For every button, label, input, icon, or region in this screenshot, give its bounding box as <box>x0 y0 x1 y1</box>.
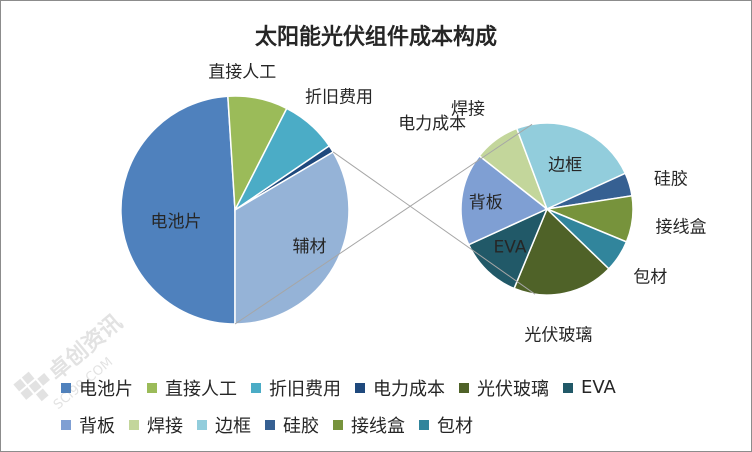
grid-logo-icon <box>13 371 50 402</box>
legend-swatch <box>129 419 139 430</box>
slice-label-secondary_pie-1: EVA <box>494 237 527 257</box>
legend-item: 包材 <box>419 412 473 438</box>
legend-swatch <box>563 382 573 393</box>
slice-label-secondary_pie-0: 光伏玻璃 <box>524 326 592 346</box>
legend-label: 硅胶 <box>283 415 319 437</box>
legend-item: 接线盒 <box>333 412 405 438</box>
pie-slice-secondary_pie-2 <box>460 154 549 246</box>
pie-slice-secondary_pie-1 <box>467 207 549 290</box>
slice-label-secondary_pie-4: 边框 <box>548 155 582 175</box>
chart-legend: 电池片 直接人工 折旧费用 电力成本 光伏玻璃 EVA 背板 焊接 边框 硅胶 接线盒 包材 <box>61 369 741 443</box>
legend-item: EVA <box>563 377 616 398</box>
legend-item: 边框 <box>197 412 251 438</box>
legend-item: 电池片 <box>61 375 133 401</box>
legend-item: 直接人工 <box>147 375 237 401</box>
legend-swatch <box>333 419 343 430</box>
chart-title: 太阳能光伏组件成本构成 <box>254 25 497 50</box>
legend-label: 焊接 <box>147 415 183 437</box>
legend-row: 背板 焊接 边框 硅胶 接线盒 包材 <box>61 406 741 443</box>
legend-label: 包材 <box>437 415 473 437</box>
legend-label: 电力成本 <box>373 378 445 400</box>
legend-label: 电池片 <box>79 378 133 400</box>
legend-swatch <box>147 382 157 393</box>
legend-swatch <box>61 419 71 430</box>
legend-item: 折旧费用 <box>251 375 341 401</box>
pie-slice-secondary_pie-4 <box>515 122 627 211</box>
watermark: 卓创资讯 SCI99.COM <box>13 310 128 413</box>
legend-row: 电池片 直接人工 折旧费用 电力成本 光伏玻璃 EVA <box>61 369 741 406</box>
legend-label: 接线盒 <box>351 415 405 437</box>
legend-item: 硅胶 <box>265 412 319 438</box>
legend-label: 直接人工 <box>165 378 237 400</box>
pie-slice-main_pie-0 <box>120 95 236 325</box>
slice-label-main_pie-1: 直接人工 <box>208 62 276 82</box>
slice-label-secondary_pie-5: 硅胶 <box>654 169 688 189</box>
legend-swatch <box>197 419 207 430</box>
connector-line-bottom <box>332 151 536 295</box>
legend-label: 边框 <box>215 415 251 437</box>
legend-item: 背板 <box>61 412 115 438</box>
legend-label: 光伏玻璃 <box>477 378 549 400</box>
legend-swatch <box>419 419 429 430</box>
legend-swatch <box>459 382 469 393</box>
connector-line-top <box>234 123 533 325</box>
slice-label-main_pie-2: 折旧费用 <box>305 88 373 108</box>
legend-label: EVA <box>581 377 616 398</box>
slice-label-secondary_pie-3: 焊接 <box>451 100 485 120</box>
legend-item: 电力成本 <box>355 375 445 401</box>
legend-swatch <box>265 419 275 430</box>
pie-slice-secondary_pie-7 <box>546 208 628 270</box>
legend-swatch <box>355 382 365 393</box>
slice-label-main_pie-0: 电池片 <box>151 212 202 232</box>
slice-label-main_pie-4: 辅材 <box>293 237 327 257</box>
legend-swatch <box>61 382 71 393</box>
legend-swatch <box>251 382 261 393</box>
legend-item: 光伏玻璃 <box>459 375 549 401</box>
legend-label: 背板 <box>79 415 115 437</box>
legend-item: 焊接 <box>129 412 183 438</box>
pie-slice-secondary_pie-0 <box>513 207 610 296</box>
slice-label-secondary_pie-6: 接线盒 <box>656 217 707 237</box>
legend-label: 折旧费用 <box>269 378 341 400</box>
slice-label-secondary_pie-7: 包材 <box>633 268 667 288</box>
slice-label-main_pie-3: 电力成本 <box>398 114 466 134</box>
pie-slice-main_pie-4 <box>234 150 350 325</box>
slice-label-secondary_pie-2: 背板 <box>469 193 503 213</box>
